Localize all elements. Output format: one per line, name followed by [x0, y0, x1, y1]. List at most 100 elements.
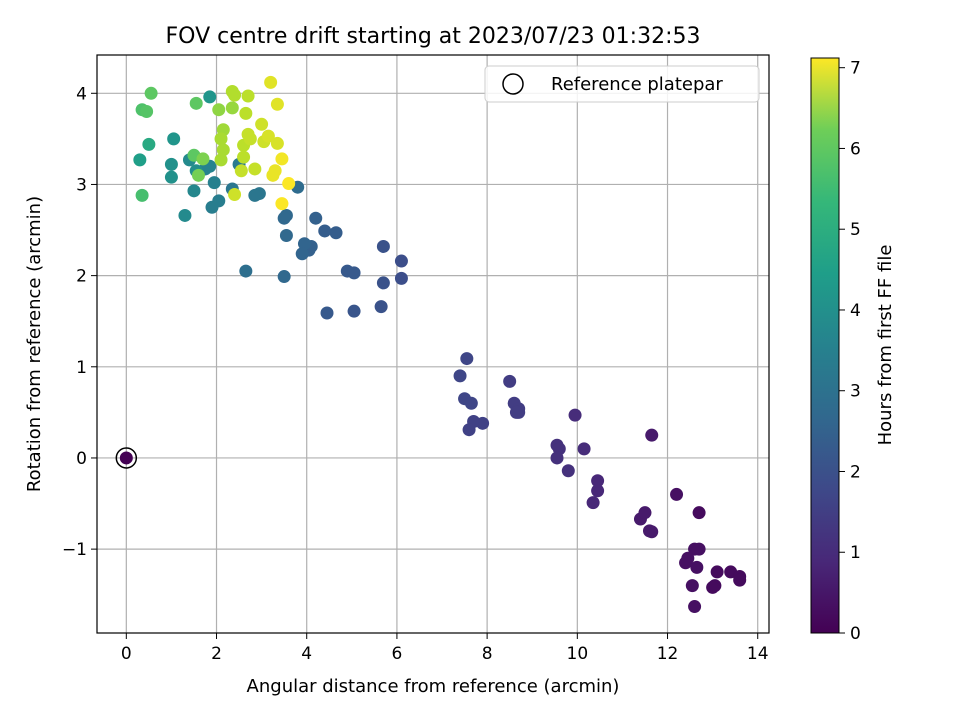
x-tick-label: 2 — [211, 644, 222, 664]
x-tick-label: 8 — [482, 644, 493, 664]
data-point — [591, 484, 605, 498]
data-point — [462, 423, 476, 437]
data-point — [203, 90, 217, 104]
data-point — [248, 162, 262, 176]
legend-marker-icon — [502, 73, 524, 95]
colorbar-label: Hours from first FF file — [875, 245, 896, 446]
colorbar-tick-label: 2 — [850, 462, 861, 482]
data-point — [318, 224, 332, 238]
colorbar: 0 1 2 3 4 5 6 7 Hours from first FF file — [810, 57, 896, 644]
data-point — [255, 117, 269, 131]
data-point — [685, 579, 699, 593]
colorbar-tick-label: 4 — [850, 301, 861, 321]
legend: Reference platepar — [484, 65, 760, 103]
data-point — [164, 157, 178, 171]
data-point — [586, 496, 600, 510]
data-point — [275, 152, 289, 166]
data-point — [214, 132, 228, 146]
data-point — [178, 208, 192, 222]
chart-title: FOV centre drift starting at 2023/07/23 … — [166, 24, 701, 49]
y-axis-ticks: −1 0 1 2 3 4 — [62, 84, 97, 560]
colorbar-tick-label: 1 — [850, 543, 861, 563]
data-point — [133, 153, 147, 167]
data-point — [241, 89, 255, 103]
x-tick-label: 12 — [657, 644, 679, 664]
data-point — [282, 177, 296, 191]
data-point — [295, 247, 309, 261]
data-point — [690, 560, 704, 574]
data-point — [275, 197, 289, 211]
data-point — [187, 184, 201, 198]
y-tick-label: 0 — [76, 449, 87, 469]
data-point — [239, 106, 253, 120]
data-point — [167, 132, 181, 146]
x-tick-label: 6 — [392, 644, 403, 664]
legend-box — [484, 65, 760, 103]
data-point — [261, 129, 275, 143]
data-point — [228, 88, 242, 102]
data-point — [119, 451, 133, 465]
colorbar-tick-label: 6 — [850, 139, 861, 159]
colorbar-tick-label: 5 — [850, 220, 861, 240]
data-point — [347, 304, 361, 318]
data-point — [503, 374, 517, 388]
data-point — [509, 405, 523, 419]
data-point — [710, 565, 724, 579]
data-point — [277, 270, 291, 284]
data-point — [394, 254, 408, 268]
data-point — [638, 506, 652, 520]
data-point — [264, 75, 278, 89]
data-point — [228, 187, 242, 201]
data-point — [191, 168, 205, 182]
data-point — [239, 264, 253, 278]
colorbar-ticks: 0 1 2 3 4 5 6 7 — [839, 59, 861, 644]
data-point — [243, 132, 257, 146]
data-point — [225, 101, 239, 115]
data-point — [164, 170, 178, 184]
data-point — [196, 152, 210, 166]
data-point — [577, 442, 591, 456]
colorbar-gradient — [810, 57, 840, 634]
x-tick-label: 0 — [121, 644, 132, 664]
reference-marker — [115, 447, 138, 469]
data-point — [561, 464, 575, 478]
data-point — [214, 153, 228, 167]
y-tick-label: 1 — [76, 358, 87, 378]
data-point — [550, 451, 564, 465]
plot-frame — [96, 54, 770, 634]
data-point — [679, 556, 693, 570]
data-point — [706, 580, 720, 594]
y-tick-label: 2 — [76, 267, 87, 287]
x-tick-label: 14 — [747, 644, 769, 664]
data-point — [460, 352, 474, 366]
data-point — [207, 176, 221, 190]
data-point — [142, 137, 156, 151]
data-point — [320, 306, 334, 320]
y-tick-label: −1 — [62, 540, 87, 560]
data-point — [376, 239, 390, 253]
data-point — [645, 428, 659, 442]
data-points — [119, 75, 747, 614]
data-point — [212, 103, 226, 117]
data-point — [688, 542, 702, 556]
data-point — [270, 136, 284, 150]
colorbar-tick-label: 3 — [850, 382, 861, 402]
data-point — [464, 396, 478, 410]
data-point — [670, 487, 684, 501]
data-point — [453, 369, 467, 383]
x-tick-label: 10 — [567, 644, 589, 664]
data-point — [135, 188, 149, 202]
data-point — [297, 237, 311, 251]
grid-lines — [97, 55, 769, 633]
data-point — [329, 226, 343, 240]
y-tick-label: 4 — [76, 84, 87, 104]
data-point — [234, 164, 248, 178]
reference-platepar-marker — [115, 447, 138, 469]
data-point — [268, 164, 282, 178]
data-point — [277, 211, 291, 225]
data-point — [237, 150, 251, 164]
data-point — [568, 408, 582, 422]
data-point — [279, 229, 293, 243]
data-point — [140, 105, 154, 119]
